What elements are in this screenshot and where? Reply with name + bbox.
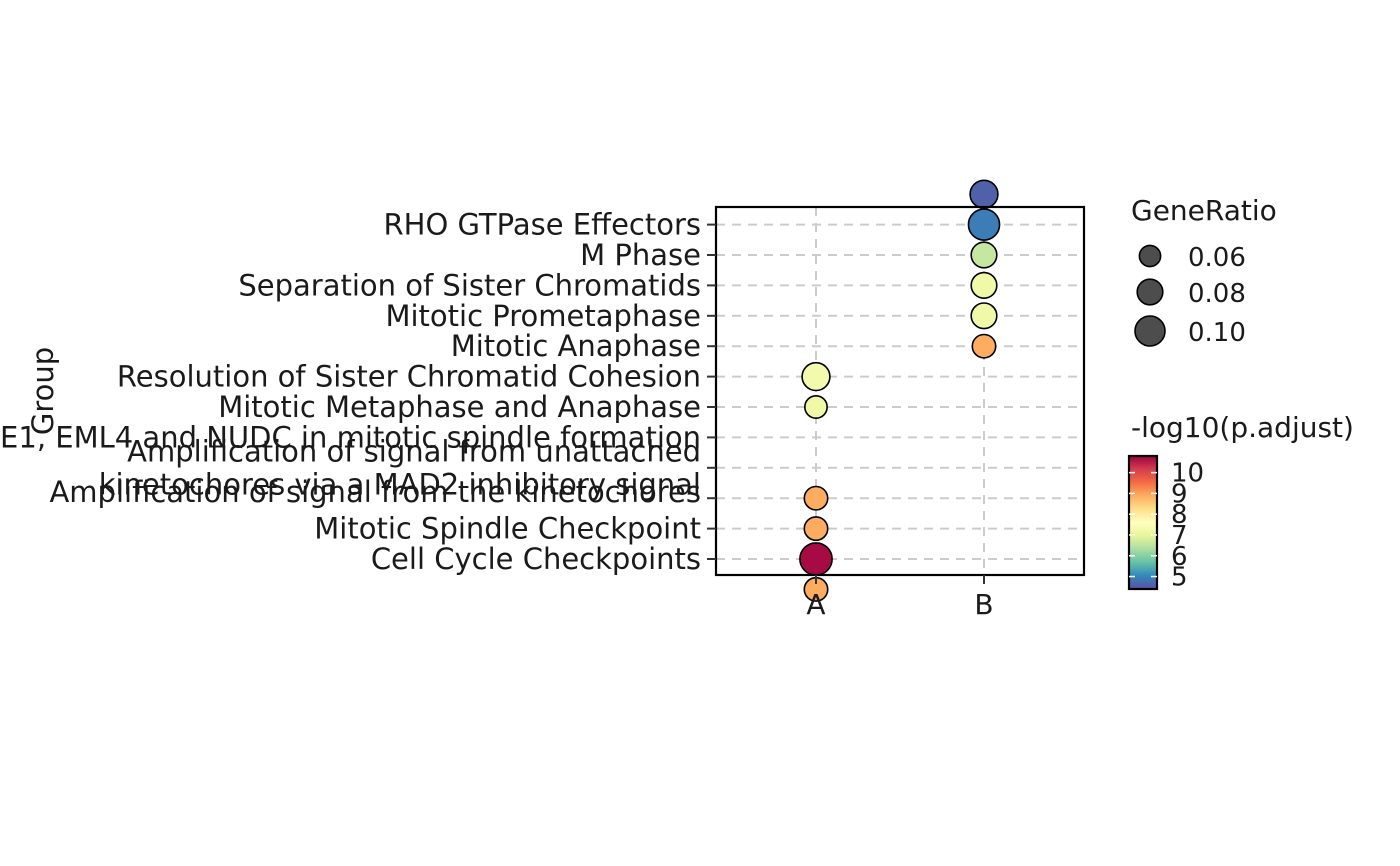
y-axis-title: Group [26, 347, 60, 435]
size-legend-key [1138, 244, 1162, 268]
color-bar-label: 10 [1171, 459, 1204, 489]
y-tick-label: Mitotic Prometaphase [385, 299, 701, 333]
color-legend-title: -log10(p.adjust) [1131, 411, 1354, 444]
size-legend-label: 0.08 [1188, 279, 1246, 309]
y-tick-label: Mitotic Metaphase and Anaphase [218, 390, 701, 424]
color-bar-label: 5 [1171, 563, 1188, 593]
size-legend-title: GeneRatio [1131, 194, 1277, 227]
size-legend: GeneRatio 0.06 0.08 0.10 [1131, 194, 1277, 348]
y-tick-label: kinetochores via a MAD2 inhibitory signa… [99, 467, 701, 501]
data-point [970, 302, 998, 330]
data-point [970, 271, 998, 300]
y-tick-label: Mitotic Spindle Checkpoint [314, 512, 701, 546]
y-tick-label: Mitotic Anaphase [451, 329, 701, 363]
plot-panel-border [714, 205, 1086, 577]
data-point [799, 542, 833, 576]
grid-lines [716, 207, 1084, 575]
y-tick-label: Separation of Sister Chromatids [238, 268, 701, 302]
x-tick-label: A [806, 588, 825, 621]
y-tick-label: Resolution of Sister Chromatid Cohesion [117, 360, 701, 394]
color-bar-label: 8 [1171, 500, 1188, 530]
y-tick-label: Cell Cycle Checkpoints [371, 542, 701, 576]
y-tick-label: Amplification of signal from unattached [127, 434, 701, 468]
data-point [969, 179, 999, 209]
size-legend-label: 0.06 [1188, 243, 1246, 273]
data-point [801, 361, 831, 392]
color-bar-label: 7 [1171, 521, 1188, 551]
color-bar-label: 9 [1171, 479, 1188, 509]
color-bar-label: 6 [1171, 542, 1188, 572]
data-point [967, 208, 1001, 241]
data-points [799, 179, 1001, 602]
x-tick-label: B [974, 588, 993, 621]
y-tick-label: M Phase [580, 238, 701, 272]
y-tick-label: RHO GTPases activate NDE1, EML4 and NUDC… [0, 420, 701, 454]
size-legend-key [1136, 278, 1164, 306]
data-point [970, 241, 998, 269]
data-point [803, 485, 829, 511]
data-point [804, 395, 828, 419]
size-legend-label: 0.10 [1188, 318, 1246, 348]
y-tick-label: Amplification of signal from the kinetoc… [49, 475, 701, 509]
color-bar [1127, 454, 1159, 591]
data-point [971, 333, 997, 359]
data-point [803, 516, 829, 542]
size-legend-key [1134, 315, 1166, 347]
y-tick-label: RHO GTPase Effectors [383, 208, 701, 242]
